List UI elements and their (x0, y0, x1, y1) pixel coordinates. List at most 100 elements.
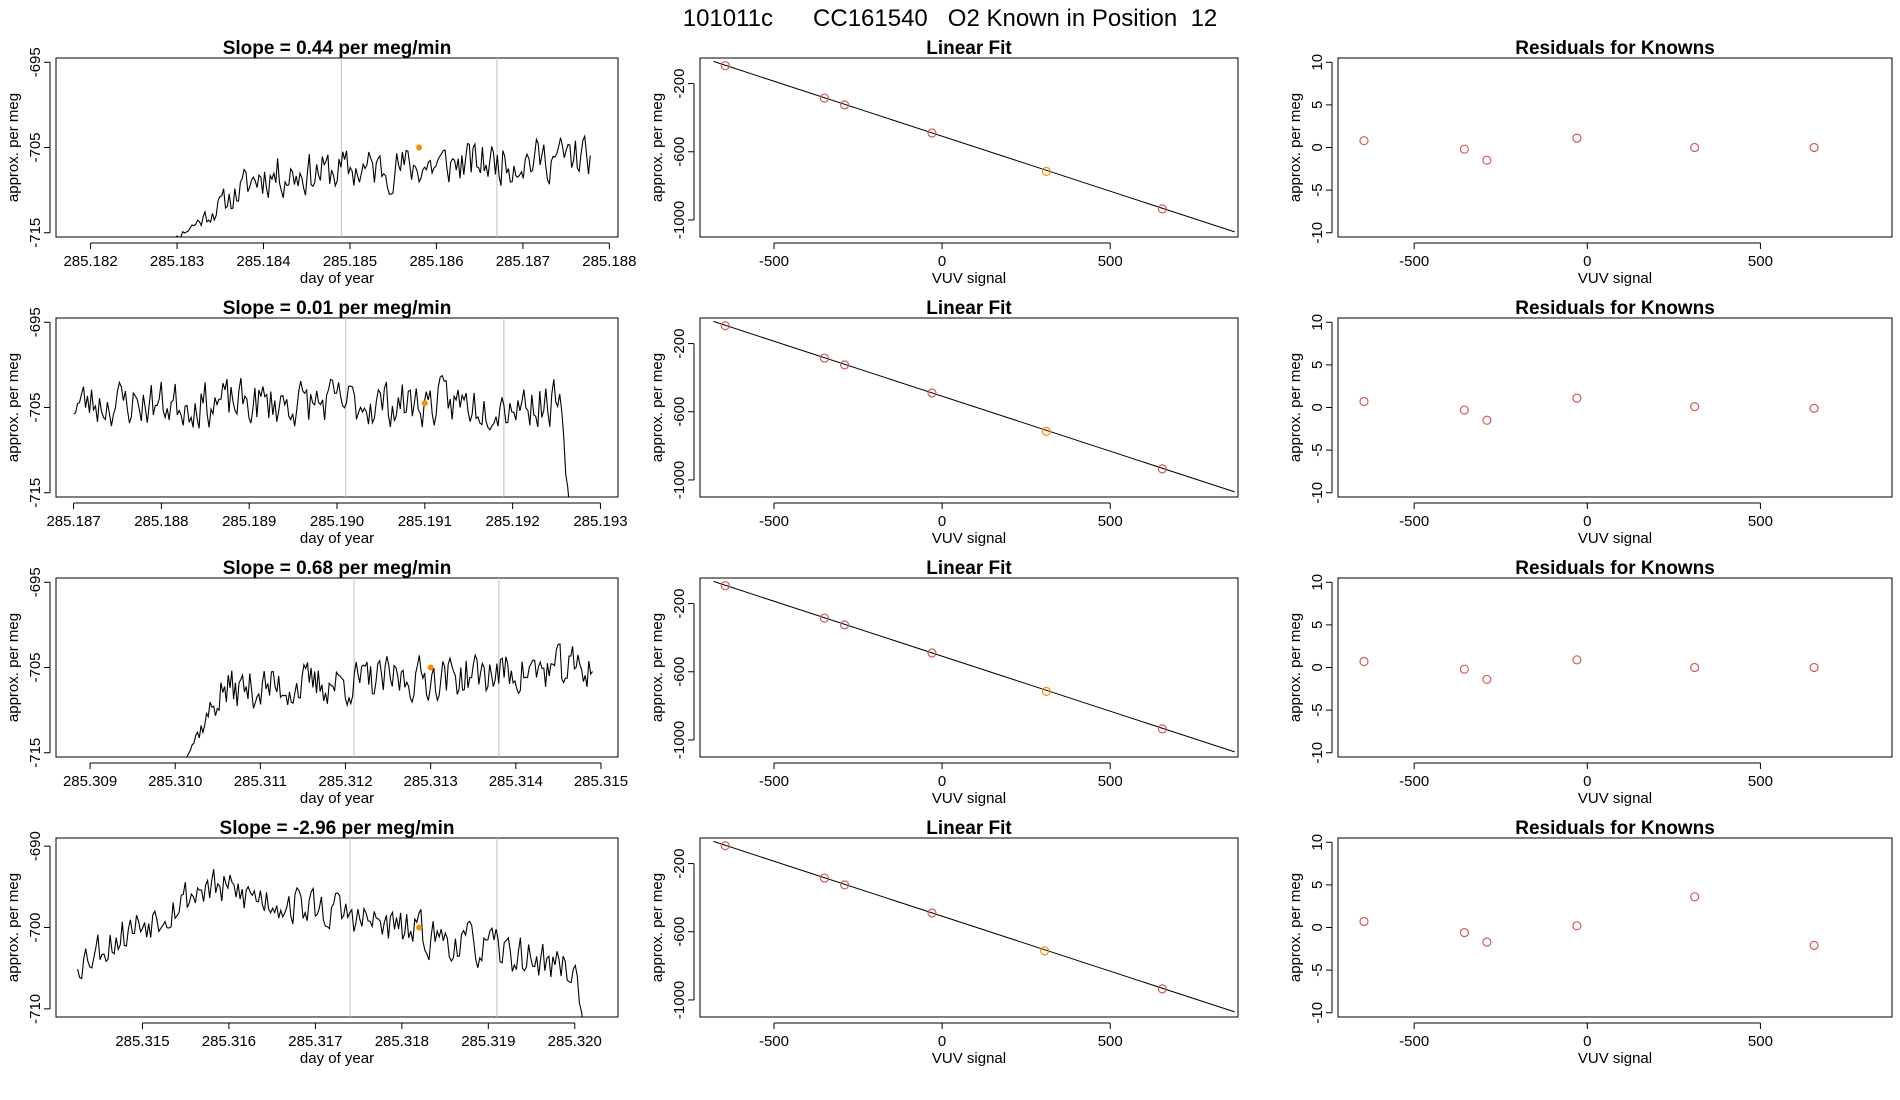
plot-frame (1337, 577, 1893, 758)
y-tick-label: -715 (27, 478, 44, 508)
y-tick-label: 0 (1309, 143, 1326, 151)
data-point (839, 360, 850, 370)
y-tick-label: 5 (1309, 621, 1326, 629)
y-axis-label: approx. per meg (649, 353, 666, 462)
x-tick-label: 285.318 (375, 1033, 429, 1050)
x-tick-label: 500 (1098, 253, 1123, 270)
x-tick-label: -500 (759, 773, 789, 790)
data-point (1157, 204, 1167, 214)
x-tick-label: 500 (1748, 1033, 1773, 1050)
y-tick-label: 5 (1309, 361, 1326, 369)
plot-area (713, 580, 1235, 753)
panel-grid: Slope = 0.44 per meg/min 285.182 285.183 28… (5, 38, 1893, 1067)
known-marker-point (416, 924, 423, 931)
plot-area (77, 838, 583, 1017)
x-tick-label: 285.187 (496, 253, 550, 270)
y-tick-label: -10 (1309, 482, 1326, 504)
fit-line (713, 320, 1235, 493)
plot-frame (699, 577, 1239, 758)
data-point (720, 841, 730, 851)
x-tick-label: 285.182 (63, 253, 117, 270)
signal-trace (56, 643, 593, 757)
data-point (1459, 664, 1469, 674)
x-tick-label: 285.310 (148, 773, 202, 790)
x-tick-label: 285.316 (202, 1033, 256, 1050)
x-tick-label: 285.192 (486, 513, 540, 530)
y-axis-label: approx. per meg (1287, 873, 1304, 982)
chart-title: Residuals for Knowns (1515, 298, 1715, 319)
chart-row3-timeseries: Slope = 0.68 per meg/min 285.309 285.310 28… (5, 558, 628, 807)
fit-line (713, 60, 1235, 233)
y-tick-label: -600 (671, 917, 688, 947)
plot-area (73, 318, 570, 497)
x-tick-label: 285.319 (461, 1033, 515, 1050)
plot-area (1359, 393, 1819, 425)
y-tick-label: 0 (1309, 923, 1326, 931)
y-tick-label: -600 (671, 137, 688, 167)
x-axis-label: VUV signal (1578, 790, 1652, 807)
y-tick-label: -10 (1309, 222, 1326, 244)
data-point (927, 128, 937, 138)
y-axis-label: approx. per meg (649, 93, 666, 202)
x-tick-label: 285.188 (134, 513, 188, 530)
x-tick-label: 0 (938, 253, 946, 270)
x-tick-label: -500 (1399, 513, 1429, 530)
chart-row2-timeseries: Slope = 0.01 per meg/min 285.187 285.188 28… (5, 298, 628, 547)
x-tick-label: 500 (1748, 773, 1773, 790)
y-tick-label: -5 (1309, 963, 1326, 976)
chart-row4-residuals: Residuals for Knowns -500 0 500 VUV signal -1… (1287, 818, 1893, 1067)
data-point (1482, 415, 1492, 425)
x-axis-label: VUV signal (932, 790, 1006, 807)
chart-title: Slope = 0.68 per meg/min (223, 558, 452, 579)
y-tick-label: 10 (1309, 574, 1326, 591)
y-tick-label: -200 (671, 849, 688, 879)
x-tick-label: 285.313 (404, 773, 458, 790)
data-point (1459, 405, 1469, 415)
chart-row1-timeseries: Slope = 0.44 per meg/min 285.182 285.183 28… (5, 38, 636, 287)
y-tick-label: -5 (1309, 703, 1326, 716)
x-tick-label: -500 (759, 513, 789, 530)
y-tick-label: -200 (671, 69, 688, 99)
data-point (1690, 142, 1700, 153)
plot-area (1359, 892, 1819, 951)
data-point (1157, 464, 1167, 474)
chart-row4-fit: Linear Fit -500 0 500 VUV signal -1000 -600 -20… (649, 818, 1239, 1067)
known-marker-point (416, 144, 423, 151)
y-tick-label: -200 (671, 329, 688, 359)
y-tick-label: 10 (1309, 314, 1326, 331)
x-tick-label: 285.320 (548, 1033, 602, 1050)
x-axis-label: VUV signal (932, 1050, 1006, 1067)
data-point (1359, 656, 1369, 667)
data-point (1459, 144, 1469, 154)
known-marker-point (427, 664, 434, 671)
signal-trace (73, 374, 570, 497)
plot-area (1359, 655, 1819, 685)
data-point (1690, 402, 1700, 412)
y-axis-label: approx. per meg (1287, 93, 1304, 202)
data-point (1572, 133, 1582, 143)
chart-title: Slope = -2.96 per meg/min (220, 818, 455, 839)
data-point (839, 620, 850, 630)
plot-frame (1337, 57, 1893, 238)
data-point (1040, 946, 1050, 956)
data-point (1359, 396, 1369, 407)
x-tick-label: -500 (759, 253, 789, 270)
plot-area (1359, 133, 1819, 165)
data-point (1157, 984, 1167, 994)
x-tick-label: 0 (1583, 773, 1591, 790)
chart-row4-timeseries: Slope = -2.96 per meg/min 285.315 285.316 2… (5, 818, 619, 1067)
x-tick-label: -500 (1399, 773, 1429, 790)
x-tick-label: 285.191 (398, 513, 452, 530)
y-tick-label: 5 (1309, 101, 1326, 109)
plot-frame (55, 577, 619, 758)
data-point (1690, 662, 1700, 673)
data-point (819, 93, 830, 103)
plot-frame (55, 837, 619, 1018)
x-tick-label: 0 (1583, 513, 1591, 530)
plot-area (56, 578, 593, 757)
y-tick-label: -1000 (671, 721, 688, 759)
signal-trace (56, 134, 591, 237)
y-tick-label: -10 (1309, 1002, 1326, 1024)
chart-row1-residuals: Residuals for Knowns -500 0 500 VUV signal -1… (1287, 38, 1893, 287)
